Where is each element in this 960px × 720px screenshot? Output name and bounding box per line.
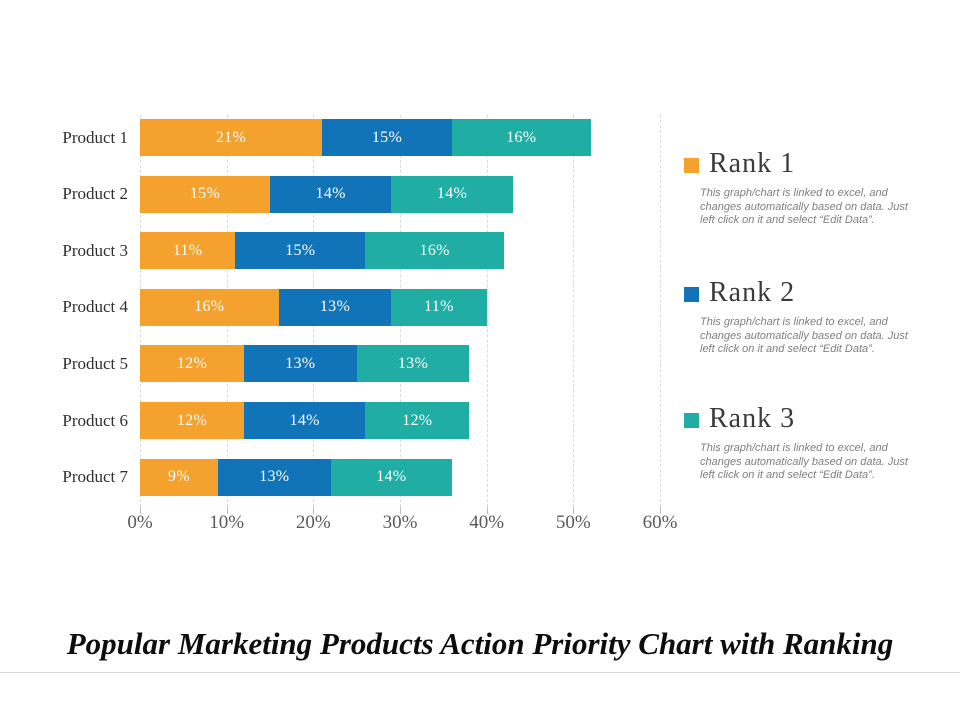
product-row: 16% 13% 11% <box>140 288 660 326</box>
legend-title: Rank 3 <box>709 403 796 434</box>
bar-segment-label: 15% <box>189 185 221 203</box>
legend-swatch-icon <box>684 413 699 428</box>
axis-tick <box>313 507 315 514</box>
product-row: 11% 15% 16% <box>140 232 660 270</box>
bar-segment-label: 9% <box>168 468 190 486</box>
bar-segment: 14% <box>391 175 513 213</box>
legend-item: Rank 3 This graph/chart is linked to exce… <box>684 403 916 483</box>
bar-segment: 14% <box>330 458 452 496</box>
legend-description: This graph/chart is linked to excel, and… <box>700 442 908 481</box>
legend-item: Rank 2 This graph/chart is linked to exce… <box>684 277 916 357</box>
product-row: 12% 13% 13% <box>140 345 660 383</box>
legend-swatch-icon <box>684 158 699 173</box>
bottom-divider <box>0 672 960 673</box>
axis-tick <box>140 507 141 514</box>
chart-title: Popular Marketing Products Action Priori… <box>66 626 894 661</box>
product-row: 9% 13% 14% <box>140 458 660 496</box>
bar-segment: 13% <box>218 458 331 496</box>
bar-segment-label: 13% <box>319 298 351 316</box>
bar-segment: 14% <box>244 402 366 439</box>
bar-segment-label: 13% <box>285 354 316 372</box>
gridline <box>486 115 488 507</box>
x-tick-label: 10% <box>209 512 245 533</box>
bar-segment-label: 13% <box>397 354 429 372</box>
product-row: 15% 14% 14% <box>140 175 660 213</box>
bar-segment-label: 11% <box>172 241 203 259</box>
bar-segment-label: 14% <box>376 468 407 486</box>
gridline <box>573 115 575 507</box>
x-tick-label: 50% <box>555 512 591 533</box>
x-tick-label: 0% <box>127 512 153 533</box>
row-label: Product 6 <box>62 410 128 430</box>
legend-swatch-icon <box>684 287 699 302</box>
axis-tick <box>226 507 228 514</box>
bar-segment: 13% <box>356 345 470 383</box>
x-tick-label: 40% <box>469 512 505 533</box>
bar-segment: 11% <box>391 288 487 326</box>
bar-segment-label: 14% <box>436 185 468 203</box>
row-label: Product 7 <box>62 467 128 487</box>
row-label: Product 5 <box>62 353 128 373</box>
axis-tick <box>573 507 575 514</box>
bar-segment: 12% <box>365 402 470 439</box>
product-row: 12% 14% 12% <box>140 402 660 439</box>
bar-segment-label: 15% <box>285 241 316 259</box>
bar-segment-label: 11% <box>424 298 454 316</box>
row-label: Product 2 <box>62 184 128 204</box>
legend-description: This graph/chart is linked to excel, and… <box>700 187 908 226</box>
row-label: Product 1 <box>62 127 128 147</box>
bar-segment-label: 14% <box>315 185 346 203</box>
bar-segment: 15% <box>235 232 366 270</box>
axis-tick <box>486 507 488 514</box>
bar-segment: 12% <box>140 402 244 439</box>
bar-segment: 9% <box>140 458 218 496</box>
axis-tick <box>400 507 401 514</box>
legend-title: Rank 1 <box>709 148 796 179</box>
bar-segment: 16% <box>140 288 279 326</box>
bar-segment: 11% <box>140 232 236 270</box>
bar-segment-label: 13% <box>259 468 290 486</box>
legend-description: This graph/chart is linked to excel, and… <box>700 316 908 355</box>
legend-header: Rank 3 <box>684 403 916 435</box>
row-label: Product 4 <box>62 297 128 317</box>
bar-segment: 21% <box>140 119 322 156</box>
bar-segment-label: 16% <box>419 241 450 259</box>
bar-segment: 13% <box>244 345 357 383</box>
legend-header: Rank 2 <box>684 277 916 309</box>
category-labels: Product 1 Product 2 Product 3 Product 4 Prod… <box>20 115 128 507</box>
bar-segment: 14% <box>270 175 392 213</box>
x-tick-label: 20% <box>295 512 331 533</box>
x-tick-label: 60% <box>642 512 678 533</box>
bar-segment-label: 15% <box>371 128 403 146</box>
row-label: Product 3 <box>62 240 128 260</box>
bar-segment-label: 21% <box>215 128 247 146</box>
product-row: 21% 15% 16% <box>140 119 660 156</box>
x-tick-label: 30% <box>382 512 418 533</box>
bar-segment-label: 14% <box>289 411 320 429</box>
legend-header: Rank 1 <box>684 148 916 180</box>
bar-segment-label: 16% <box>194 298 225 316</box>
bar-segment: 12% <box>140 345 244 383</box>
x-axis: 0% 10% 20% 30% 40% 50% 60% <box>127 512 677 542</box>
bar-segment: 15% <box>140 175 270 213</box>
bar-segment-label: 12% <box>176 411 208 429</box>
plot-area: 21% 15% 16% 15% 14% 14% 11% 15% 16% 16% 13% 11% 12% 1… <box>140 115 661 514</box>
bar-segment: 15% <box>322 119 452 156</box>
gridline <box>660 115 661 507</box>
axis-tick <box>660 507 661 514</box>
bar-segment: 13% <box>278 288 392 326</box>
bar-segment: 16% <box>452 119 591 156</box>
bar-segment-label: 12% <box>176 354 208 372</box>
legend-title: Rank 2 <box>709 277 796 308</box>
bar-segment: 16% <box>365 232 504 270</box>
legend-item: Rank 1 This graph/chart is linked to exce… <box>684 148 916 228</box>
bar-segment-label: 16% <box>506 128 537 146</box>
bar-segment-label: 12% <box>402 411 433 429</box>
